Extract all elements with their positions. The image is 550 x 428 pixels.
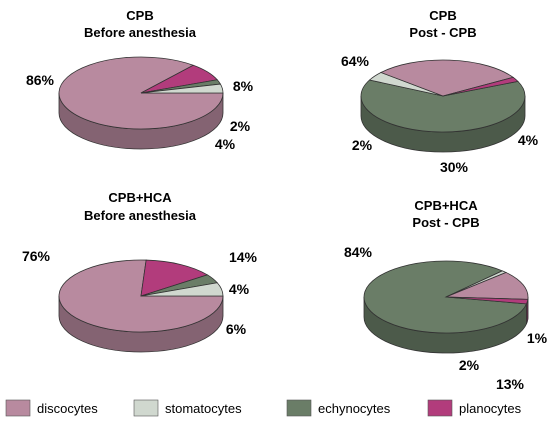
chart-title-line-2: Post - CPB	[412, 215, 479, 230]
legend-swatch-planocytes	[428, 400, 452, 416]
data-label-discocytes: 86%	[26, 72, 55, 88]
chart-title-line-1: CPB+HCA	[108, 190, 172, 205]
data-label-planocytes: 14%	[229, 249, 258, 265]
legend-label-stomatocytes: stomatocytes	[165, 401, 242, 416]
data-label-stomatocytes: 4%	[518, 132, 539, 148]
data-label-echynocytes: 2%	[230, 118, 251, 134]
pie-chart-3: CPB+HCA Before anesthesia 76% 14% 4% 6%	[22, 190, 258, 352]
legend-label-echynocytes: echynocytes	[318, 401, 391, 416]
data-label-discocytes: 76%	[22, 248, 51, 264]
data-label-planocytes: 2%	[352, 137, 373, 153]
chart-title-line-1: CPB	[429, 8, 456, 23]
pie-chart-1: CPB Before anesthesia 86% 8% 2% 4%	[26, 8, 254, 152]
chart-title-line-2: Post - CPB	[409, 25, 476, 40]
legend-swatch-echynocytes	[287, 400, 311, 416]
data-label-discocytes: 13%	[496, 376, 525, 392]
data-label-stomatocytes: 1%	[527, 330, 548, 346]
data-label-stomatocytes: 4%	[215, 136, 236, 152]
data-label-planocytes: 8%	[233, 78, 254, 94]
pie-chart-4: CPB+HCA Post - CPB 84% 1% 13% 2%	[344, 198, 548, 392]
chart-title-line-2: Before anesthesia	[84, 208, 197, 223]
data-label-echynocytes: 64%	[341, 53, 370, 69]
chart-title-line-2: Before anesthesia	[84, 25, 197, 40]
legend-swatch-stomatocytes	[134, 400, 158, 416]
data-label-discocytes: 30%	[440, 159, 469, 175]
data-label-echynocytes: 4%	[229, 281, 250, 297]
data-label-echynocytes: 84%	[344, 244, 373, 260]
legend: discocytes stomatocytes echynocytes planocy…	[6, 400, 522, 416]
chart-title-line-1: CPB	[126, 8, 153, 23]
legend-swatch-discocytes	[6, 400, 30, 416]
chart-title-line-1: CPB+HCA	[414, 198, 478, 213]
data-label-planocytes: 2%	[459, 357, 480, 373]
data-label-stomatocytes: 6%	[226, 321, 247, 337]
legend-label-discocytes: discocytes	[37, 401, 98, 416]
pie-chart-2: CPB Post - CPB 64% 4% 30% 2%	[341, 8, 539, 175]
legend-label-planocytes: planocytes	[459, 401, 522, 416]
